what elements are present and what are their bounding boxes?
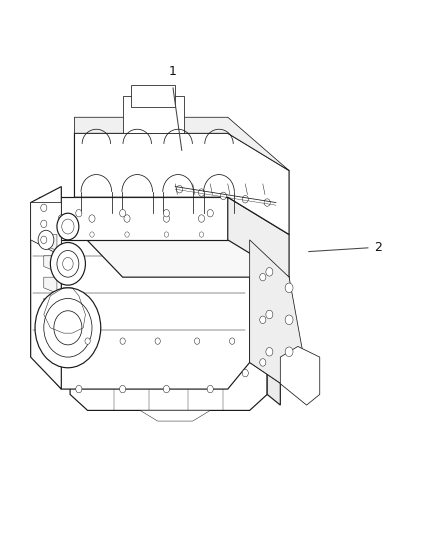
Polygon shape: [123, 96, 184, 133]
Circle shape: [260, 316, 266, 324]
Circle shape: [285, 347, 293, 357]
Circle shape: [59, 232, 64, 237]
Circle shape: [163, 209, 170, 217]
Polygon shape: [44, 277, 57, 293]
Polygon shape: [44, 298, 57, 314]
Circle shape: [207, 209, 213, 217]
Polygon shape: [131, 85, 175, 107]
Polygon shape: [39, 213, 250, 389]
Circle shape: [198, 189, 205, 196]
Circle shape: [163, 215, 170, 222]
Circle shape: [230, 338, 235, 344]
Circle shape: [194, 338, 200, 344]
Circle shape: [242, 196, 248, 203]
Circle shape: [163, 385, 170, 393]
Circle shape: [85, 338, 90, 344]
Circle shape: [177, 185, 183, 193]
Circle shape: [285, 283, 293, 293]
Circle shape: [41, 236, 47, 244]
Circle shape: [54, 311, 82, 345]
Circle shape: [76, 209, 82, 217]
Circle shape: [57, 213, 79, 240]
Circle shape: [62, 219, 74, 234]
Circle shape: [199, 232, 204, 237]
Circle shape: [120, 338, 125, 344]
Circle shape: [35, 288, 101, 368]
Circle shape: [90, 232, 94, 237]
Polygon shape: [61, 213, 289, 277]
Circle shape: [41, 204, 47, 212]
Circle shape: [266, 310, 273, 319]
Circle shape: [50, 243, 85, 285]
Circle shape: [41, 220, 47, 228]
Circle shape: [57, 251, 79, 277]
Text: 1: 1: [169, 66, 177, 78]
Circle shape: [266, 268, 273, 276]
Circle shape: [164, 232, 169, 237]
Polygon shape: [140, 410, 210, 421]
Circle shape: [120, 385, 126, 393]
Circle shape: [124, 215, 130, 222]
Polygon shape: [74, 133, 289, 235]
Circle shape: [198, 215, 205, 222]
Polygon shape: [228, 197, 289, 277]
Polygon shape: [39, 197, 228, 240]
Circle shape: [76, 385, 82, 393]
Circle shape: [125, 232, 129, 237]
Circle shape: [44, 298, 92, 357]
Circle shape: [63, 257, 73, 270]
Circle shape: [89, 215, 95, 222]
Polygon shape: [31, 187, 61, 389]
Polygon shape: [250, 240, 289, 389]
Circle shape: [285, 315, 293, 325]
Circle shape: [266, 348, 273, 356]
Circle shape: [220, 192, 226, 199]
Circle shape: [264, 199, 270, 206]
Polygon shape: [70, 341, 267, 410]
Circle shape: [155, 338, 160, 344]
Circle shape: [260, 359, 266, 366]
Polygon shape: [44, 256, 57, 272]
Circle shape: [58, 215, 64, 222]
Polygon shape: [280, 346, 320, 405]
Polygon shape: [267, 357, 280, 405]
Polygon shape: [74, 117, 289, 171]
Polygon shape: [44, 235, 57, 251]
Circle shape: [242, 369, 248, 377]
Circle shape: [38, 230, 54, 249]
Polygon shape: [250, 240, 307, 389]
Polygon shape: [31, 203, 61, 256]
Circle shape: [260, 273, 266, 281]
Text: 2: 2: [374, 241, 382, 254]
Circle shape: [207, 385, 213, 393]
Circle shape: [120, 209, 126, 217]
